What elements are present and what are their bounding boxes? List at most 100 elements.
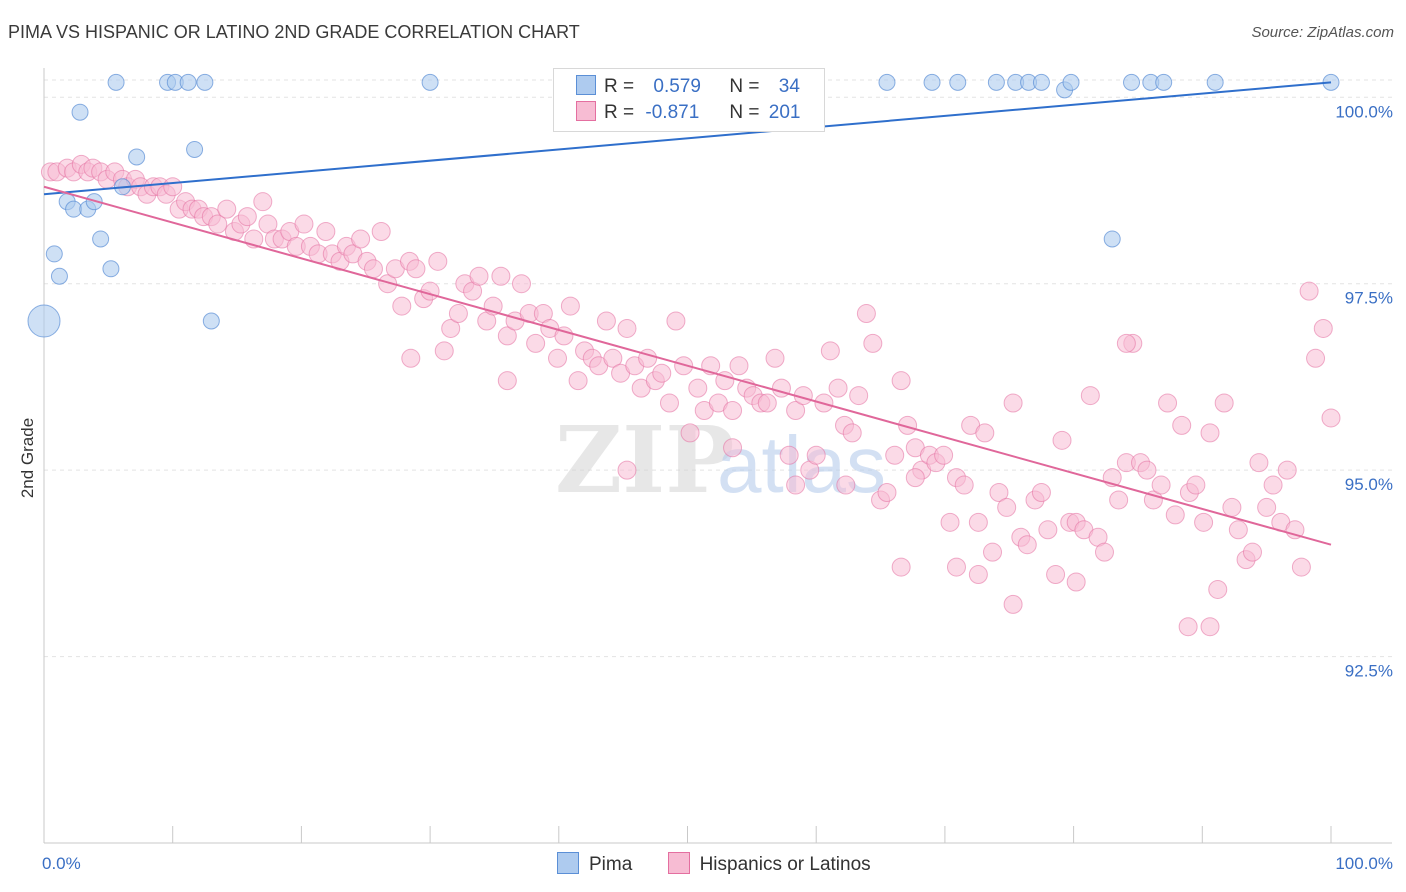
hisp-r-value: -0.871 [645,102,700,123]
hisp-r-label: R = [604,102,635,123]
hispanic-point [1299,281,1319,301]
hispanic-point [688,378,708,398]
hispanic-point [237,207,257,227]
hispanic-trend-line [43,185,1332,546]
hispanic-point [253,192,273,212]
hispanic-point [891,371,911,391]
pima-legend-swatch [557,852,579,874]
hispanic-point [891,557,911,577]
hispanic-point [441,318,461,338]
hispanic-point [934,445,954,465]
hispanic-point [363,259,383,279]
hispanic-point [497,371,517,391]
pima-point [196,73,214,91]
hispanic-point [1038,520,1058,540]
hispanic-point [1291,557,1311,577]
hispanic-point [1313,318,1333,338]
hispanic-point [1165,505,1185,525]
hispanic-point [401,348,421,368]
hisp-legend-label: Hispanics or Latinos [699,854,871,875]
hispanic-point [779,445,799,465]
y-axis-label: 2nd Grade [18,418,37,498]
pima-point [202,312,220,330]
hispanic-point [954,475,974,495]
hispanic-point [765,348,785,368]
pima-point [107,73,125,91]
hispanic-point [757,393,777,413]
pima-point [186,140,204,158]
hispanic-point [1158,393,1178,413]
hispanic-point [294,214,314,234]
hispanic-point [820,341,840,361]
hispanic-point [659,393,679,413]
hispanic-point [806,445,826,465]
hispanic-point [351,229,371,249]
hispanic-point [554,326,574,346]
hispanic-point [371,222,391,242]
hispanic-point [946,557,966,577]
pima-point [179,73,197,91]
y-tick-labels: 100.0% 97.5% 95.0% 92.5% [1335,102,1393,680]
hispanic-point [1003,393,1023,413]
hispanic-point [1200,617,1220,637]
hispanic-point [723,438,743,458]
hispanic-point [617,460,637,480]
chart-title: PIMA VS HISPANIC OR LATINO 2ND GRADE COR… [8,22,580,42]
hispanic-point [526,333,546,353]
hispanic-point [560,296,580,316]
y-tick-label: 92.5% [1345,662,1393,681]
hispanic-point [836,475,856,495]
hispanic-point [208,214,228,234]
hispanic-point [1094,542,1114,562]
hispanic-point [729,356,749,376]
hisp-legend-swatch [667,852,690,874]
x-tick-label: 0.0% [42,854,81,873]
hispanic-point [163,177,183,197]
axes [43,68,1392,844]
stats-legend: R = 0.579 N = 34 R = -0.871 N = 201 [553,68,825,132]
hispanic-point [1257,497,1277,517]
hispanic-point [1194,512,1214,532]
y-tick-label: 100.0% [1335,102,1393,121]
pima-point [45,245,63,263]
pima-r-label: R = [604,76,635,97]
hispanic-point [968,512,988,532]
pima-trend-line [43,81,1332,196]
hispanic-point [1263,475,1283,495]
hispanic-point [1116,333,1136,353]
hispanic-point [420,281,440,301]
hispanic-point [680,423,700,443]
hispanic-point [1172,415,1192,435]
source-label: Source: ZipAtlas.com [1251,24,1394,41]
hispanic-point [849,386,869,406]
hispanic-point [652,363,672,383]
hispanic-point [568,371,588,391]
pima-legend-label: Pima [589,854,633,875]
hispanic-point [1046,565,1066,585]
hispanic-point [1200,423,1220,443]
hispanic-point [1151,475,1171,495]
watermark-zip: ZIP [555,406,734,514]
hispanic-point [905,468,925,488]
hispanic-point [842,423,862,443]
hispanic-point [469,266,489,286]
series-legend: Pima Hispanics or Latinos [557,852,901,876]
pima-point [71,103,89,121]
hispanic-point [617,318,637,338]
legend-row-hisp: R = -0.871 N = 201 [576,101,800,129]
hispanic-point [1003,594,1023,614]
pima-point [65,200,83,218]
hispanic-point [997,497,1017,517]
pima-point [949,73,967,91]
hispanic-point [1277,460,1297,480]
hispanic-point [968,565,988,585]
hispanic-point [596,311,616,331]
pima-series [27,73,1340,338]
hispanic-point [392,296,412,316]
hispanic-point [1306,348,1326,368]
hispanic-point [715,371,735,391]
x-tick-label: 100.0% [1335,854,1393,873]
trend-lines [43,81,1332,546]
hispanic-point [217,199,237,219]
